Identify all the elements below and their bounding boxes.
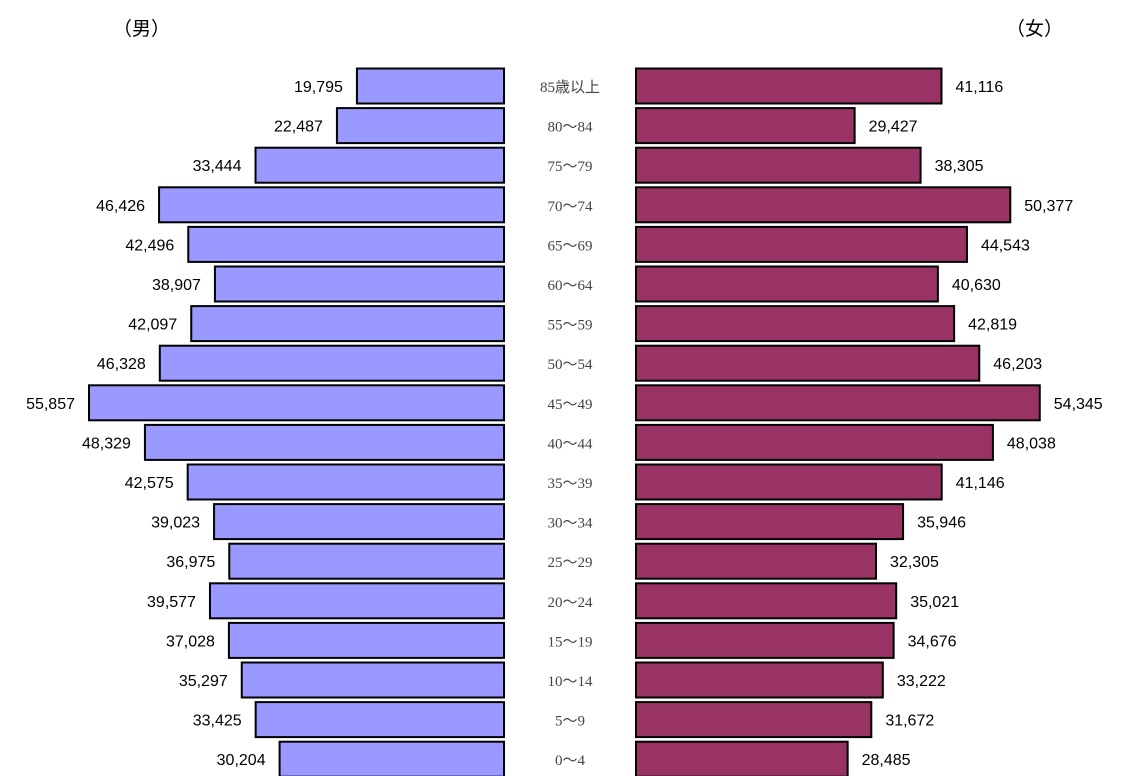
age-group-label: 45～49 <box>547 397 592 413</box>
male-value-label: 19,795 <box>294 79 343 96</box>
female-bar <box>635 661 884 699</box>
male-bar <box>88 384 505 422</box>
male-bar <box>335 107 506 145</box>
male-bar <box>186 463 505 501</box>
age-group-label: 55～59 <box>547 318 592 334</box>
male-bar <box>158 344 505 382</box>
male-bar <box>190 305 505 343</box>
female-value-label: 29,427 <box>869 119 918 136</box>
female-bar <box>635 67 943 105</box>
female-bar <box>635 384 1041 422</box>
male-value-label: 35,297 <box>179 673 228 690</box>
male-bar <box>278 740 505 776</box>
male-bar <box>254 146 505 184</box>
female-value-label: 41,116 <box>955 79 1003 96</box>
age-group-label: 35～39 <box>547 476 592 492</box>
female-bar <box>635 186 1012 224</box>
female-value-label: 40,630 <box>952 277 1001 294</box>
female-bar <box>635 146 922 184</box>
female-value-label: 44,543 <box>981 237 1030 254</box>
female-value-label: 32,305 <box>890 554 939 571</box>
age-group-label: 30～34 <box>547 516 593 532</box>
female-bar <box>635 423 994 461</box>
male-value-label: 39,023 <box>151 515 200 532</box>
male-value-label: 38,907 <box>152 277 201 294</box>
age-group-label: 10～14 <box>547 674 593 690</box>
female-bar <box>635 740 849 776</box>
age-group-label: 85歳以上 <box>540 79 600 96</box>
male-value-label: 37,028 <box>166 633 215 650</box>
female-value-label: 35,021 <box>910 594 959 611</box>
age-group-label: 50～54 <box>547 357 593 373</box>
female-value-label: 35,946 <box>917 515 966 532</box>
age-group-label: 0～4 <box>555 753 586 769</box>
male-bar <box>213 265 505 303</box>
male-bar <box>143 423 505 461</box>
male-value-label: 55,857 <box>26 396 75 413</box>
male-value-label: 46,426 <box>96 198 145 215</box>
male-value-label: 33,444 <box>193 158 242 175</box>
age-group-label: 15～19 <box>547 634 592 650</box>
male-value-label: 42,575 <box>125 475 174 492</box>
male-bar <box>227 621 506 659</box>
male-bar <box>187 225 505 263</box>
age-group-label: 25～29 <box>547 555 592 571</box>
male-value-label: 22,487 <box>274 119 323 136</box>
male-value-label: 42,496 <box>125 237 174 254</box>
age-group-label: 80～84 <box>547 120 593 136</box>
female-bar <box>635 107 856 145</box>
male-bar <box>213 503 505 541</box>
female-value-label: 31,672 <box>885 713 934 730</box>
male-value-label: 42,097 <box>128 317 177 334</box>
female-bar <box>635 225 968 263</box>
female-bar <box>635 305 956 343</box>
female-bar <box>635 621 895 659</box>
female-bar <box>635 503 905 541</box>
male-bar <box>355 67 505 105</box>
female-value-label: 46,203 <box>993 356 1042 373</box>
age-group-label: 5～9 <box>555 714 585 730</box>
age-group-label: 60～64 <box>547 278 593 294</box>
male-value-label: 39,577 <box>147 594 196 611</box>
female-bar <box>635 582 898 620</box>
male-bar <box>240 661 505 699</box>
male-bar <box>158 186 505 224</box>
female-bar <box>635 344 981 382</box>
male-value-label: 46,328 <box>97 356 146 373</box>
female-bar <box>635 265 939 303</box>
male-label: （男） <box>113 18 171 40</box>
female-value-label: 42,819 <box>968 317 1017 334</box>
age-group-label: 40～44 <box>547 436 593 452</box>
age-group-label: 20～24 <box>547 595 593 611</box>
female-bar <box>635 542 878 580</box>
female-value-label: 50,377 <box>1024 198 1073 215</box>
female-value-label: 48,038 <box>1007 435 1056 452</box>
male-bar <box>228 542 505 580</box>
female-value-label: 28,485 <box>862 752 911 769</box>
female-value-label: 41,146 <box>956 475 1005 492</box>
age-group-label: 65～69 <box>547 238 592 254</box>
female-bar <box>635 463 943 501</box>
female-bar <box>635 701 873 739</box>
female-value-label: 38,305 <box>935 158 984 175</box>
male-bar <box>208 582 505 620</box>
male-value-label: 48,329 <box>82 435 131 452</box>
female-value-label: 54,345 <box>1054 396 1103 413</box>
male-value-label: 33,425 <box>193 713 242 730</box>
female-value-label: 33,222 <box>897 673 946 690</box>
male-value-label: 30,204 <box>217 752 266 769</box>
male-value-label: 36,975 <box>166 554 215 571</box>
female-label: （女） <box>1006 18 1064 40</box>
age-group-label: 70～74 <box>547 199 593 215</box>
male-bar <box>254 701 505 739</box>
age-group-label: 75～79 <box>547 159 592 175</box>
female-value-label: 34,676 <box>908 633 957 650</box>
